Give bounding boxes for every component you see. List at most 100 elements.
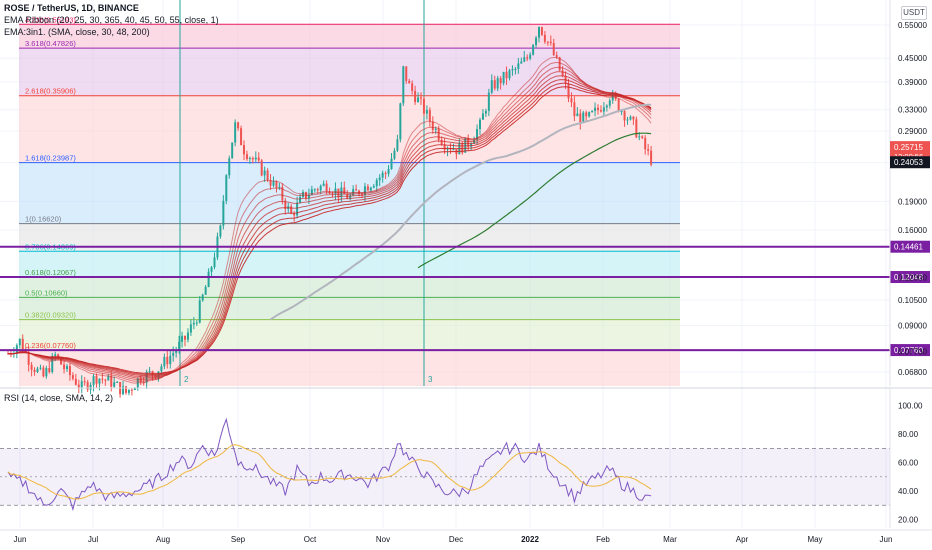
candle-body (597, 107, 599, 111)
horizontal-level-tag (890, 344, 930, 357)
candle-body (198, 300, 201, 323)
candle-body (74, 378, 77, 385)
candle-body (594, 107, 597, 111)
candle-body (582, 112, 585, 123)
time-axis-tick: Aug (156, 535, 170, 544)
candle-body (192, 322, 195, 325)
candle-body (243, 145, 245, 155)
rsi-axis-tick: 60.00 (898, 459, 919, 468)
candle-body (502, 71, 505, 84)
candle-body (361, 194, 363, 196)
fib-level-label: 1(0.16620) (25, 215, 62, 224)
candle-body (390, 158, 393, 170)
candle-body (116, 382, 119, 384)
currency-selector[interactable]: USDT (901, 6, 927, 20)
price-axis-tick: 0.55000 (898, 21, 927, 30)
candle-body (313, 189, 316, 191)
candle-body (184, 335, 186, 340)
price-axis-tick: 0.33000 (898, 106, 927, 115)
time-axis-tick: Nov (376, 535, 390, 544)
candle-body (98, 378, 101, 384)
candle-body (363, 186, 366, 195)
time-axis-tick: Oct (304, 535, 317, 544)
candle-body (225, 175, 228, 201)
candle-body (113, 382, 116, 387)
candle-body (237, 122, 240, 129)
ema-ribbon-line (8, 79, 652, 377)
candle-body (638, 136, 641, 138)
candle-body (366, 186, 369, 191)
ema-ribbon-line (8, 71, 652, 379)
candle-body (602, 107, 605, 112)
candle-body (632, 116, 635, 120)
horizontal-level-label: 0.07760 (894, 346, 923, 355)
candle-body (567, 83, 570, 99)
candle-body (45, 368, 48, 377)
candle-body (422, 98, 425, 114)
candle-body (160, 366, 163, 372)
candle-body (384, 172, 387, 174)
candle-body (269, 180, 272, 186)
candle-body (307, 194, 310, 199)
candle-body (290, 206, 293, 214)
price-axis-tick: 0.19000 (898, 197, 927, 206)
fib-level-label: 1.618(0.23987) (25, 154, 76, 163)
candle-body (60, 357, 63, 365)
candle-body (219, 225, 222, 237)
fib-level-label: 3.618(0.47826) (25, 39, 76, 48)
candle-body (63, 364, 66, 370)
last-price-tag (890, 141, 930, 162)
price-axis-tick: 0.12000 (898, 274, 927, 283)
candle-body (281, 186, 284, 201)
time-axis-tick: Mar (663, 535, 677, 544)
candle-body (520, 61, 523, 64)
candle-body (54, 354, 57, 357)
candle-body (66, 366, 68, 370)
fib-level-label: 0.5(0.10660) (25, 288, 68, 297)
candle-body (107, 375, 110, 381)
candle-body (92, 375, 95, 385)
candle-body (104, 379, 107, 381)
candle-body (42, 367, 45, 377)
candle-body (33, 369, 36, 373)
candle-body (145, 371, 148, 383)
candle-body (378, 177, 381, 181)
candle-body (122, 386, 125, 395)
time-axis-tick: Dec (449, 535, 463, 544)
candle-body (558, 57, 561, 71)
time-axis-tick: May (807, 535, 822, 544)
price-axis-tick: 0.39000 (898, 78, 927, 87)
candle-body (399, 103, 402, 140)
candle-body (39, 367, 42, 369)
candle-body (163, 356, 166, 367)
candle-body (343, 187, 346, 195)
candle-body (443, 144, 446, 150)
ema-ribbon-line (8, 82, 652, 375)
candle-body (68, 366, 71, 376)
candle-body (30, 364, 33, 370)
candle-body (57, 354, 60, 358)
candle-body (641, 136, 644, 138)
price-axis-tick: 0.10500 (898, 296, 927, 305)
candle-body (302, 191, 304, 197)
horizontal-level-label: 0.12048 (894, 273, 923, 282)
candle-body (48, 368, 51, 373)
fib-level-label: 2.618(0.35906) (25, 87, 76, 96)
candle-body (166, 356, 169, 365)
candle-body (178, 341, 181, 351)
candle-body (490, 80, 493, 93)
candle-body (369, 187, 372, 191)
fib-zone (19, 350, 680, 386)
time-axis-tick: Feb (596, 535, 610, 544)
price-axis-tick: 0.29000 (898, 127, 927, 136)
candle-body (493, 80, 496, 89)
candle-body (529, 54, 532, 59)
time-axis-tick: Jun (880, 535, 893, 544)
candle-body (514, 68, 517, 70)
time-axis-tick: 2022 (521, 535, 539, 544)
fib-level-label: 4.236(0.55193) (25, 15, 76, 24)
candle-body (420, 97, 422, 99)
candle-body (599, 110, 602, 112)
candle-body (405, 66, 408, 81)
